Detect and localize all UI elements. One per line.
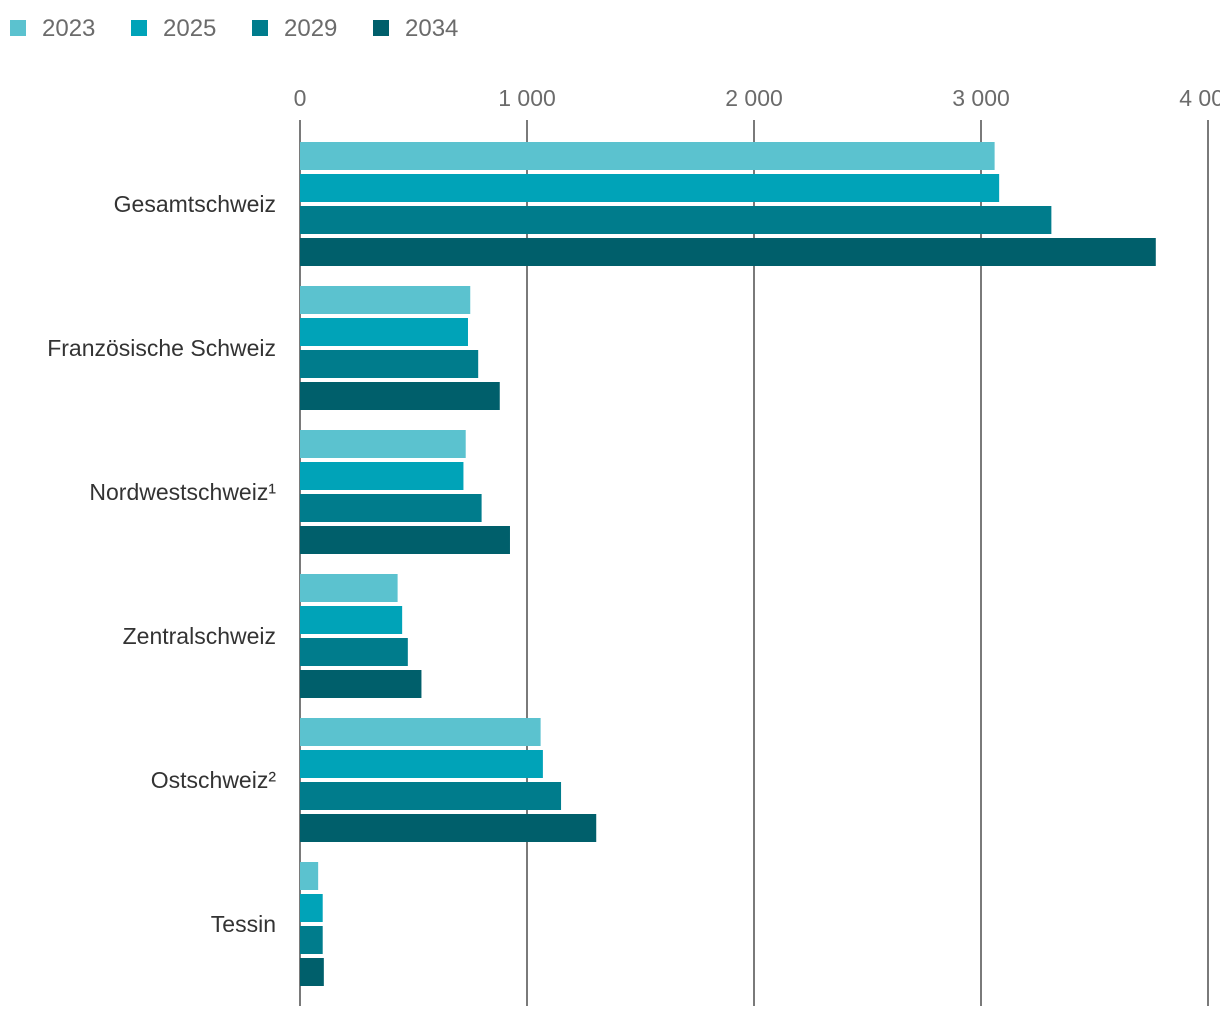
bar-gesamtschweiz-2029: Gesamtschweiz 2029: 3310 <box>300 206 1052 234</box>
legend-swatch-2029 <box>252 20 268 36</box>
x-tick-label-2-000: 2 000 <box>725 85 783 111</box>
legend: 2023 2025 2029 2034 <box>10 15 458 42</box>
bar-franz-sische-schweiz-2029: Französische Schweiz 2029: 785 <box>300 350 479 378</box>
bar-nordwestschweiz-2025: Nordwestschweiz¹ 2025: 720 <box>300 462 464 490</box>
bar-ostschweiz-2029: Ostschweiz² 2029: 1150 <box>300 782 562 810</box>
legend-label-2034: 2034 <box>405 15 458 42</box>
x-axis-tick-labels: 0 1 000 2 000 3 000 4 000 <box>294 85 1220 111</box>
x-tick-label-1-000: 1 000 <box>498 85 556 111</box>
category-labels: Gesamtschweiz Französische Schweiz Nordwes… <box>47 191 276 937</box>
bar-franz-sische-schweiz-2034: Französische Schweiz 2034: 880 <box>300 382 500 410</box>
legend-swatch-2025 <box>131 20 147 36</box>
category-label-franz-sische-schweiz: Französische Schweiz <box>47 335 276 361</box>
legend-swatch-2023 <box>10 20 26 36</box>
legend-label-2029: 2029 <box>284 15 337 42</box>
bar-nordwestschweiz-2029: Nordwestschweiz¹ 2029: 800 <box>300 494 482 522</box>
x-tick-label-4-000: 4 000 <box>1179 85 1220 111</box>
bar-gesamtschweiz-2025: Gesamtschweiz 2025: 3080 <box>300 174 1000 202</box>
bar-nordwestschweiz-2023: Nordwestschweiz¹ 2023: 730 <box>300 430 466 458</box>
x-tick-label-0: 0 <box>294 85 307 111</box>
bar-tessin-2023: Tessin 2023: 80 <box>300 862 319 890</box>
bar-zentralschweiz-2023: Zentralschweiz 2023: 430 <box>300 574 398 602</box>
gridlines <box>299 120 1209 1006</box>
legend-swatch-2034 <box>373 20 389 36</box>
bar-zentralschweiz-2034: Zentralschweiz 2034: 535 <box>300 670 422 698</box>
bars: Gesamtschweiz 2023: 3060 Gesamtschweiz 20… <box>300 142 1156 986</box>
bar-franz-sische-schweiz-2023: Französische Schweiz 2023: 750 <box>300 286 471 314</box>
category-label-gesamtschweiz: Gesamtschweiz <box>114 191 276 217</box>
bar-franz-sische-schweiz-2025: Französische Schweiz 2025: 740 <box>300 318 468 346</box>
bar-tessin-2034: Tessin 2034: 105 <box>300 958 324 986</box>
x-tick-label-3-000: 3 000 <box>952 85 1010 111</box>
bar-zentralschweiz-2025: Zentralschweiz 2025: 450 <box>300 606 403 634</box>
bar-ostschweiz-2025: Ostschweiz² 2025: 1070 <box>300 750 543 778</box>
bar-ostschweiz-2023: Ostschweiz² 2023: 1060 <box>300 718 541 746</box>
category-label-ostschweiz: Ostschweiz² <box>151 767 277 793</box>
category-label-tessin: Tessin <box>211 911 276 937</box>
bar-ostschweiz-2034: Ostschweiz² 2034: 1305 <box>300 814 597 842</box>
bar-gesamtschweiz-2034: Gesamtschweiz 2034: 3770 <box>300 238 1156 266</box>
bar-zentralschweiz-2029: Zentralschweiz 2029: 475 <box>300 638 408 666</box>
legend-label-2023: 2023 <box>42 15 95 42</box>
category-label-nordwestschweiz: Nordwestschweiz¹ <box>89 479 276 505</box>
legend-label-2025: 2025 <box>163 15 216 42</box>
bar-tessin-2029: Tessin 2029: 100 <box>300 926 323 954</box>
bar-gesamtschweiz-2023: Gesamtschweiz 2023: 3060 <box>300 142 995 170</box>
bar-tessin-2025: Tessin 2025: 100 <box>300 894 323 922</box>
bar-nordwestschweiz-2034: Nordwestschweiz¹ 2034: 925 <box>300 526 510 554</box>
category-label-zentralschweiz: Zentralschweiz <box>123 623 276 649</box>
